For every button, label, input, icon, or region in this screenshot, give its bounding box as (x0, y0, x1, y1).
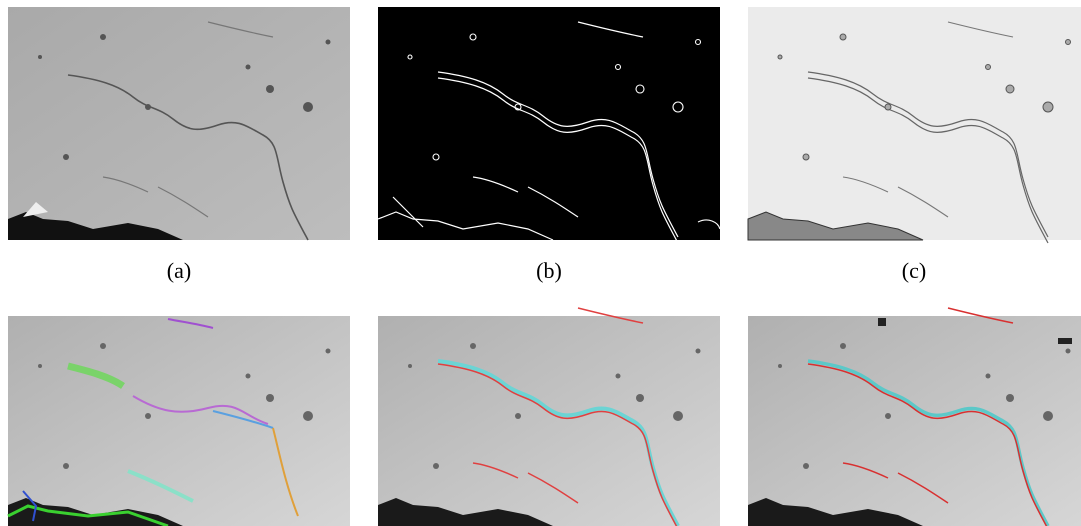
panel-e (378, 308, 720, 526)
panel-f (748, 308, 1081, 526)
figure: (a) (b) (c) (0, 0, 1081, 526)
panel-b (378, 7, 720, 243)
panel-label: (a) (167, 258, 191, 283)
panel-label: (c) (902, 258, 926, 283)
panel-d (8, 316, 350, 526)
panel-c (748, 7, 1081, 243)
panel-a (8, 7, 350, 240)
page: {"figure": {"panel_labels": ["(a)", "(b)… (0, 0, 1081, 526)
panel-label: (b) (536, 258, 562, 283)
